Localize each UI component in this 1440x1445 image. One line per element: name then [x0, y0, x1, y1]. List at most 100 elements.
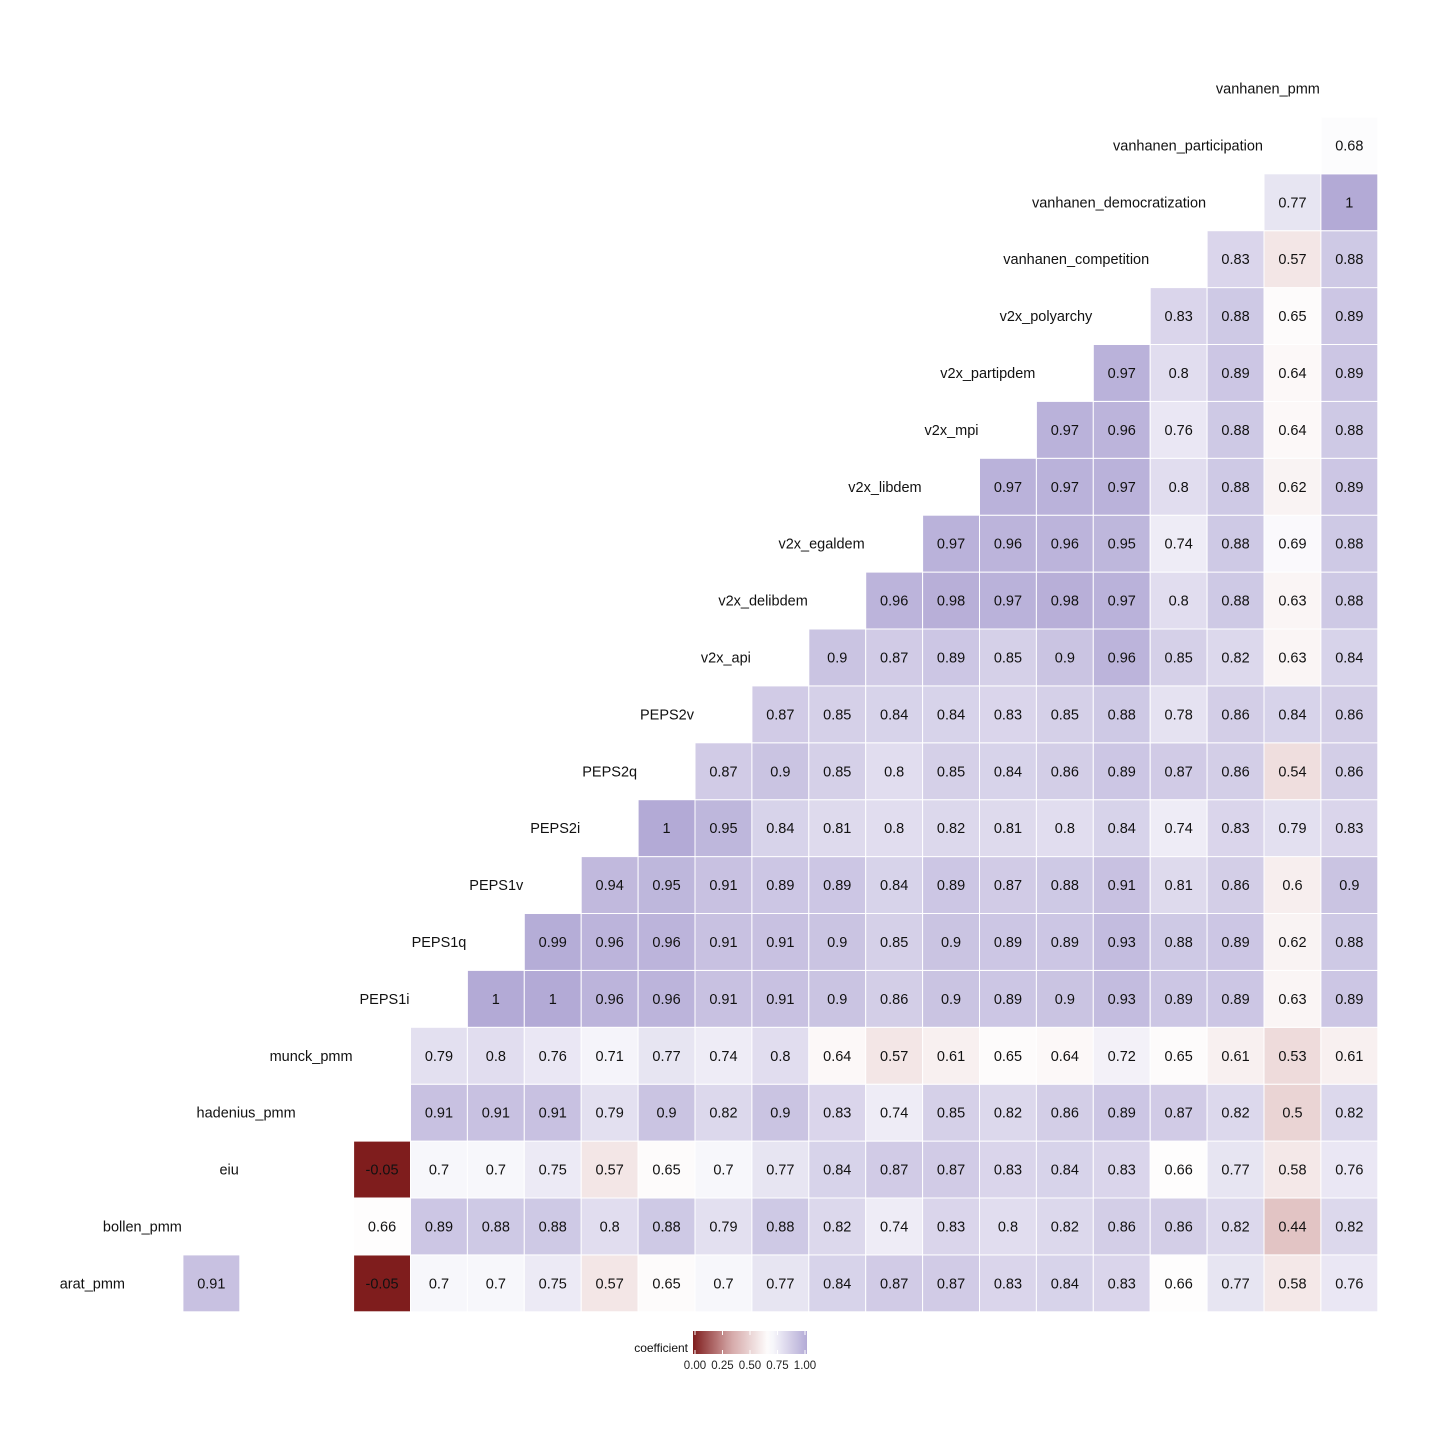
heatmap-cell [751, 799, 810, 858]
cell-value-label: 0.89 [1221, 935, 1249, 951]
cell-value-label: 0.89 [994, 992, 1022, 1008]
cell-value-label: 0.86 [1221, 707, 1249, 723]
cell-value-label: 0.6 [1282, 878, 1302, 894]
cell-value-label: 0.86 [1108, 1219, 1136, 1235]
variable-label: v2x_delibdem [718, 594, 807, 610]
heatmap-cell [580, 856, 639, 914]
heatmap-cell [1263, 969, 1322, 1028]
cell-value-label: 0.77 [1278, 195, 1306, 211]
heatmap-cell [1035, 969, 1094, 1028]
cell-value-label: 0.87 [937, 1276, 965, 1292]
heatmap-cell [637, 1026, 696, 1085]
heatmap-cell [1206, 287, 1265, 346]
heatmap-cell [1320, 571, 1379, 630]
cell-value-label: 0.85 [994, 650, 1022, 666]
heatmap-cell [922, 514, 980, 573]
cell-value-label: 0.83 [1165, 309, 1193, 325]
heatmap-cell [922, 1140, 980, 1199]
cell-value-label: 0.83 [1221, 821, 1249, 837]
cell-value-label: 0.8 [600, 1219, 620, 1235]
heatmap-cell [751, 1026, 810, 1085]
cell-value-label: 0.82 [823, 1219, 851, 1235]
heatmap-cell [1320, 969, 1379, 1028]
legend-tick-label: 0.00 [684, 1360, 706, 1372]
cell-value-label: 0.76 [539, 1049, 567, 1065]
cell-value-label: 0.88 [1335, 252, 1363, 268]
cell-value-label: 0.74 [709, 1049, 737, 1065]
variable-label: vanhanen_competition [1003, 252, 1149, 268]
heatmap-cell [1149, 344, 1208, 402]
heatmap-cell [979, 1026, 1037, 1085]
heatmap-cell [1206, 571, 1265, 630]
cell-value-label: 0.91 [709, 992, 737, 1008]
cell-value-label: 0.87 [880, 1276, 908, 1292]
heatmap-cell [1206, 628, 1265, 687]
cell-value-label: 0.84 [1335, 650, 1363, 666]
heatmap-cell [523, 1254, 582, 1313]
cell-value-label: 0.57 [1278, 252, 1306, 268]
heatmap-cell [865, 799, 924, 858]
heatmap-cell [1149, 742, 1208, 801]
cell-value-label: 0.96 [596, 992, 624, 1008]
heatmap-cell [865, 628, 924, 687]
cell-value-label: 0.77 [766, 1163, 794, 1179]
cell-value-label: 0.88 [1108, 707, 1136, 723]
cell-value-label: 0.83 [1221, 252, 1249, 268]
cell-value-label: 0.88 [766, 1219, 794, 1235]
cell-value-label: 0.76 [1335, 1276, 1363, 1292]
cell-value-label: 0.81 [823, 821, 851, 837]
cell-value-label: 0.79 [1278, 821, 1306, 837]
heatmap-cell [1149, 571, 1208, 630]
cell-value-label: 0.81 [994, 821, 1022, 837]
cell-value-label: 0.96 [994, 537, 1022, 553]
cell-value-label: 0.85 [1051, 707, 1079, 723]
cell-value-label: 0.8 [770, 1049, 790, 1065]
cell-value-label: 0.63 [1278, 992, 1306, 1008]
cell-value-label: 0.63 [1278, 594, 1306, 610]
cell-value-label: 0.89 [1335, 480, 1363, 496]
cell-value-label: 0.77 [1221, 1276, 1249, 1292]
heatmap-cell [1263, 344, 1322, 402]
variable-label: v2x_api [701, 650, 751, 666]
heatmap-cell [637, 913, 696, 971]
heatmap-cell [865, 1197, 924, 1256]
heatmap-cell [1035, 913, 1094, 971]
heatmap-cell [751, 685, 810, 744]
cell-value-label: 0.88 [1335, 537, 1363, 553]
cell-value-label: 0.61 [1221, 1049, 1249, 1065]
cell-value-label: 0.84 [823, 1276, 851, 1292]
heatmap-cell [353, 1254, 412, 1313]
cell-value-label: 0.95 [709, 821, 737, 837]
cell-value-label: 0.57 [880, 1049, 908, 1065]
heatmap-cell [1320, 742, 1379, 801]
heatmap-cell [466, 1083, 525, 1142]
cell-value-label: 0.84 [937, 707, 965, 723]
heatmap-cell [1149, 1197, 1208, 1256]
cell-value-label: 0.77 [652, 1049, 680, 1065]
heatmap-cell [1092, 344, 1151, 402]
heatmap-cell [922, 628, 980, 687]
cell-value-label: 0.84 [766, 821, 794, 837]
cell-value-label: 0.83 [994, 1163, 1022, 1179]
cell-value-label: 0.89 [937, 650, 965, 666]
cell-value-label: 0.83 [1335, 821, 1363, 837]
heatmap-cell [1320, 1140, 1379, 1199]
cell-value-label: 0.7 [486, 1163, 506, 1179]
variable-label: vanhanen_pmm [1216, 81, 1320, 97]
cell-value-label: 0.75 [539, 1163, 567, 1179]
cell-value-label: 0.61 [937, 1049, 965, 1065]
cell-value-label: 0.91 [1108, 878, 1136, 894]
cell-value-label: 0.83 [1108, 1163, 1136, 1179]
heatmap-cell [865, 1140, 924, 1199]
heatmap-cell [580, 969, 639, 1028]
variable-label: vanhanen_participation [1113, 138, 1263, 154]
cell-value-label: 0.86 [1335, 764, 1363, 780]
cell-value-label: 0.86 [880, 992, 908, 1008]
heatmap-cell [751, 1254, 810, 1313]
heatmap-cell [694, 969, 753, 1028]
heatmap-cell [580, 913, 639, 971]
heatmap-cell [1320, 1026, 1379, 1085]
cell-value-label: 0.86 [1051, 764, 1079, 780]
cell-value-label: 0.9 [827, 650, 847, 666]
heatmap-cell [1149, 628, 1208, 687]
